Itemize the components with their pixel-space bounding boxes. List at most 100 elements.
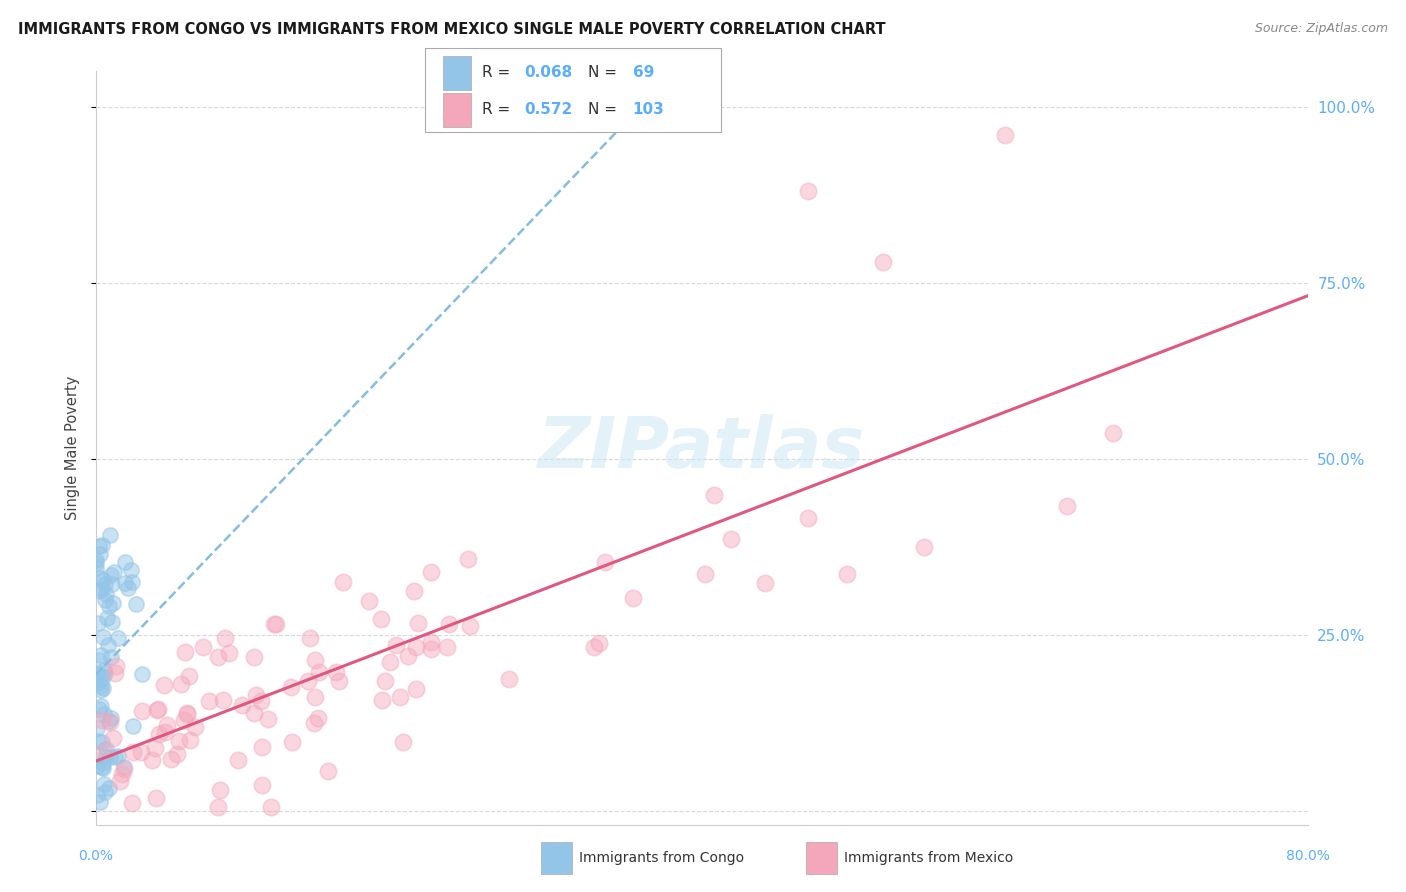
Point <box>457 552 479 566</box>
Point <box>153 678 176 692</box>
Point <box>588 636 610 650</box>
Point <box>98 714 121 728</box>
Point <box>117 581 139 595</box>
Text: R =: R = <box>482 103 516 117</box>
Point <box>101 731 124 745</box>
Point <box>208 782 231 797</box>
Point <box>176 706 198 720</box>
Point <box>145 790 167 805</box>
Point <box>100 568 122 582</box>
Point <box>299 631 322 645</box>
Point <box>281 734 304 748</box>
Point <box>131 704 153 718</box>
Text: 0.572: 0.572 <box>524 103 572 117</box>
Point <box>260 800 283 814</box>
Point <box>1056 499 1078 513</box>
Point <box>90 669 112 683</box>
Point <box>112 760 135 774</box>
Point <box>91 735 114 749</box>
Point <box>252 778 274 792</box>
Text: 0.068: 0.068 <box>524 65 572 80</box>
Point <box>86 556 108 570</box>
Point <box>1101 425 1123 440</box>
Point <box>90 698 112 713</box>
Text: IMMIGRANTS FROM CONGO VS IMMIGRANTS FROM MEXICO SINGLE MALE POVERTY CORRELATION : IMMIGRANTS FROM CONGO VS IMMIGRANTS FROM… <box>18 22 886 37</box>
Point <box>226 753 249 767</box>
Point <box>110 773 132 788</box>
Point <box>458 619 481 633</box>
Point <box>872 254 894 268</box>
Point <box>93 777 115 791</box>
Point <box>198 694 221 708</box>
Text: Immigrants from Congo: Immigrants from Congo <box>579 851 744 865</box>
Point <box>91 760 114 774</box>
Point <box>143 740 166 755</box>
Point <box>91 670 114 684</box>
Point <box>231 698 253 713</box>
Point <box>90 682 112 697</box>
Point <box>173 645 195 659</box>
Text: 69: 69 <box>633 65 654 80</box>
Point <box>835 567 858 582</box>
Point <box>97 638 120 652</box>
Point <box>214 631 236 645</box>
Point <box>129 745 152 759</box>
Point <box>91 760 114 774</box>
Point <box>207 650 229 665</box>
Point <box>98 599 121 613</box>
Point <box>91 538 114 552</box>
Point <box>328 673 350 688</box>
Point <box>121 574 143 589</box>
Point <box>125 597 148 611</box>
Point <box>243 649 266 664</box>
Point <box>141 753 163 767</box>
Point <box>91 681 114 695</box>
Point <box>87 675 110 690</box>
Point <box>148 702 170 716</box>
Point <box>405 640 427 655</box>
Point <box>97 780 120 795</box>
Point <box>89 547 111 561</box>
Y-axis label: Single Male Poverty: Single Male Poverty <box>65 376 80 520</box>
Point <box>93 663 115 677</box>
Point <box>89 795 111 809</box>
Point <box>94 785 117 799</box>
Point <box>96 742 118 756</box>
Point <box>107 749 129 764</box>
Point <box>131 666 153 681</box>
Text: 103: 103 <box>633 103 665 117</box>
Point <box>103 666 125 681</box>
Point <box>420 565 443 579</box>
Point <box>308 665 330 680</box>
Point <box>91 630 114 644</box>
Point <box>207 800 229 814</box>
Point <box>436 640 458 655</box>
Point <box>420 635 443 649</box>
Point <box>396 648 419 663</box>
Point <box>86 553 108 567</box>
Point <box>148 727 170 741</box>
Point <box>107 631 129 645</box>
Point <box>86 759 108 773</box>
Point <box>264 617 287 632</box>
Point <box>93 665 115 680</box>
Point <box>86 667 108 681</box>
Point <box>325 665 347 680</box>
Point <box>93 707 115 722</box>
Point <box>179 733 201 747</box>
Point <box>218 646 240 660</box>
Text: N =: N = <box>588 103 621 117</box>
Point <box>156 718 179 732</box>
Text: ZIPatlas: ZIPatlas <box>538 414 865 483</box>
Text: 0.0%: 0.0% <box>79 849 112 863</box>
Point <box>332 574 354 589</box>
Point <box>250 693 273 707</box>
Point <box>89 702 111 716</box>
Point <box>101 577 124 591</box>
Point <box>120 562 142 576</box>
Point <box>86 673 108 688</box>
Point <box>160 752 183 766</box>
Point <box>96 611 118 625</box>
Point <box>307 711 329 725</box>
Text: R =: R = <box>482 65 516 80</box>
